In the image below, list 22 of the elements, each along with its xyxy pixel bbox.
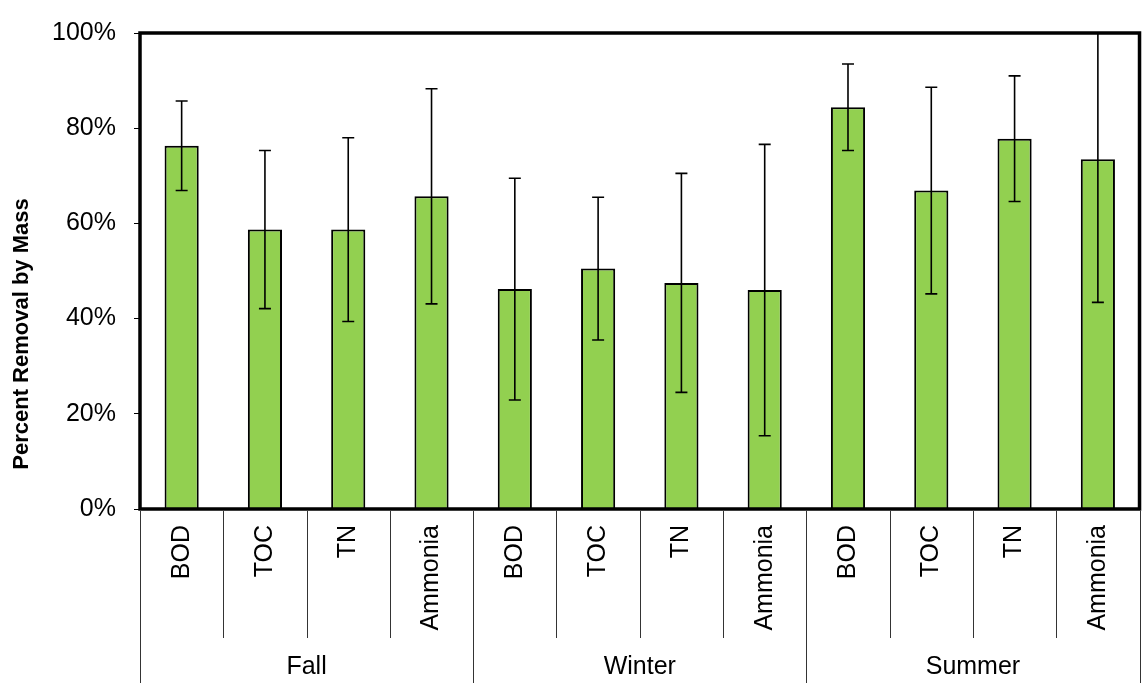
x-tick-label: TOC (248, 525, 277, 578)
x-tick-label: BOD (831, 525, 860, 580)
x-tick-label: TN (998, 525, 1027, 559)
y-axis-title: Percent Removal by Mass (8, 198, 34, 470)
text: Fall (286, 650, 327, 679)
y-tick-label: 40% (65, 302, 116, 331)
y-tick-label: 0% (79, 492, 116, 521)
text: Winter (603, 650, 676, 679)
y-tick-label: 100% (52, 16, 116, 45)
x-tick-label: TOC (582, 525, 610, 578)
x-tick-label: TOC (915, 525, 944, 578)
x-tick-label: TN (332, 525, 361, 559)
text: Summer (925, 650, 1021, 679)
x-tick-label: Ammonia (1081, 524, 1110, 631)
x-tick-label: TN (665, 525, 694, 559)
x-tick-label: BOD (165, 525, 194, 580)
x-tick-label: Ammonia (748, 524, 777, 631)
y-tick-label: 60% (65, 207, 116, 236)
x-tick-label: BOD (498, 525, 527, 580)
y-tick-label: 80% (65, 112, 116, 141)
y-tick-label: 20% (65, 397, 116, 426)
x-tick-label: Ammonia (415, 524, 444, 631)
